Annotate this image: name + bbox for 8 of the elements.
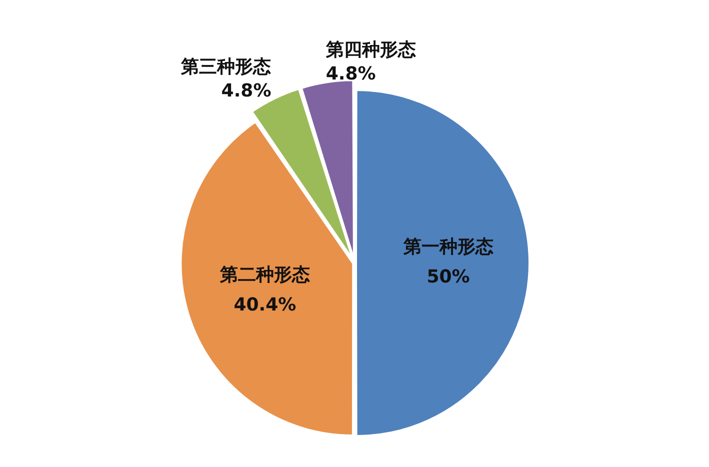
data-label: 4.8%	[221, 80, 272, 102]
data-label: 40.4%	[234, 294, 296, 316]
slice-label: 第二种形态	[218, 264, 310, 286]
data-label: 50%	[426, 266, 470, 288]
slice-label: 第三种形态	[180, 56, 272, 78]
slice-label: 第四种形态	[324, 39, 416, 60]
slice-label: 第一种形态	[402, 236, 494, 258]
data-label: 4.8%	[326, 63, 376, 84]
